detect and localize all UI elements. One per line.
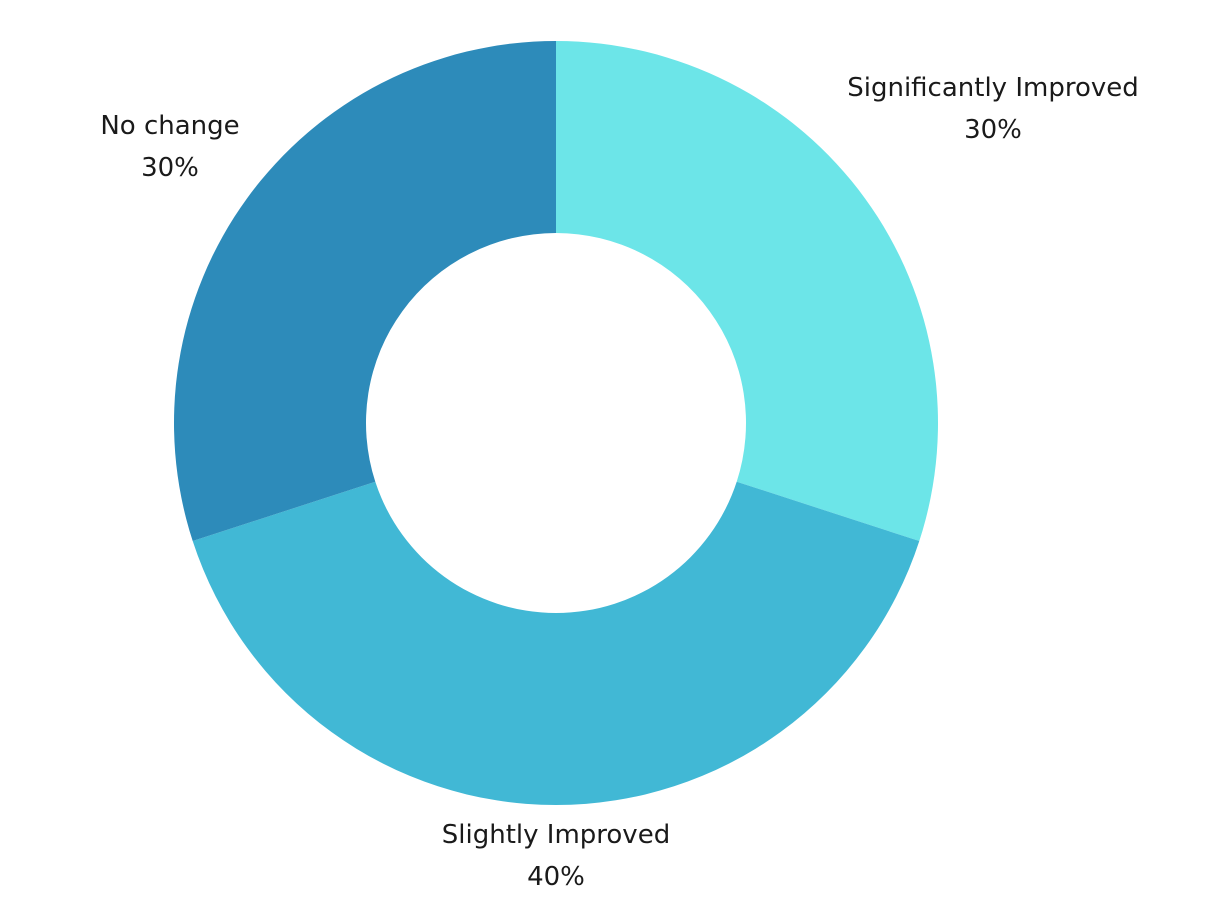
- slice-significantly-improved: [556, 41, 938, 542]
- slice-label-no-change: No change: [100, 111, 239, 141]
- slice-no-change: [173, 41, 556, 542]
- slice-label-significantly-improved: Significantly Improved: [847, 73, 1139, 103]
- donut-slices: [173, 41, 938, 806]
- slice-labels: Significantly Improved 30% Slightly Improv…: [100, 73, 1138, 892]
- slice-value-significantly-improved: 30%: [964, 115, 1022, 145]
- slice-value-no-change: 30%: [141, 153, 199, 183]
- slice-value-slightly-improved: 40%: [527, 862, 585, 892]
- slice-slightly-improved: [192, 481, 920, 806]
- slice-label-slightly-improved: Slightly Improved: [442, 820, 670, 850]
